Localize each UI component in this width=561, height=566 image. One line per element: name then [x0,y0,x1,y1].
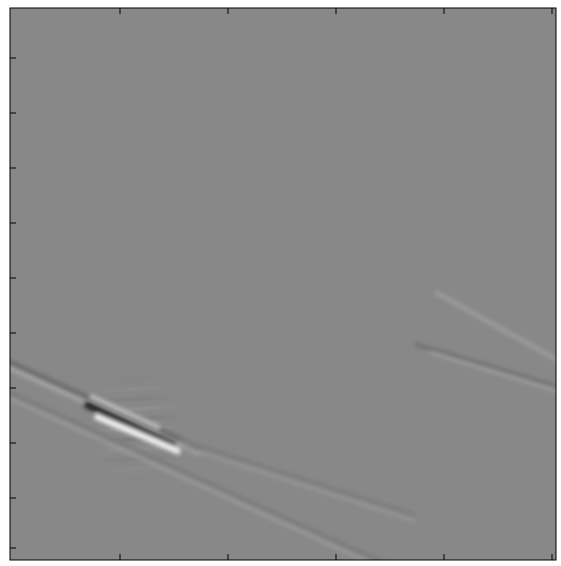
plot-background [10,8,556,560]
